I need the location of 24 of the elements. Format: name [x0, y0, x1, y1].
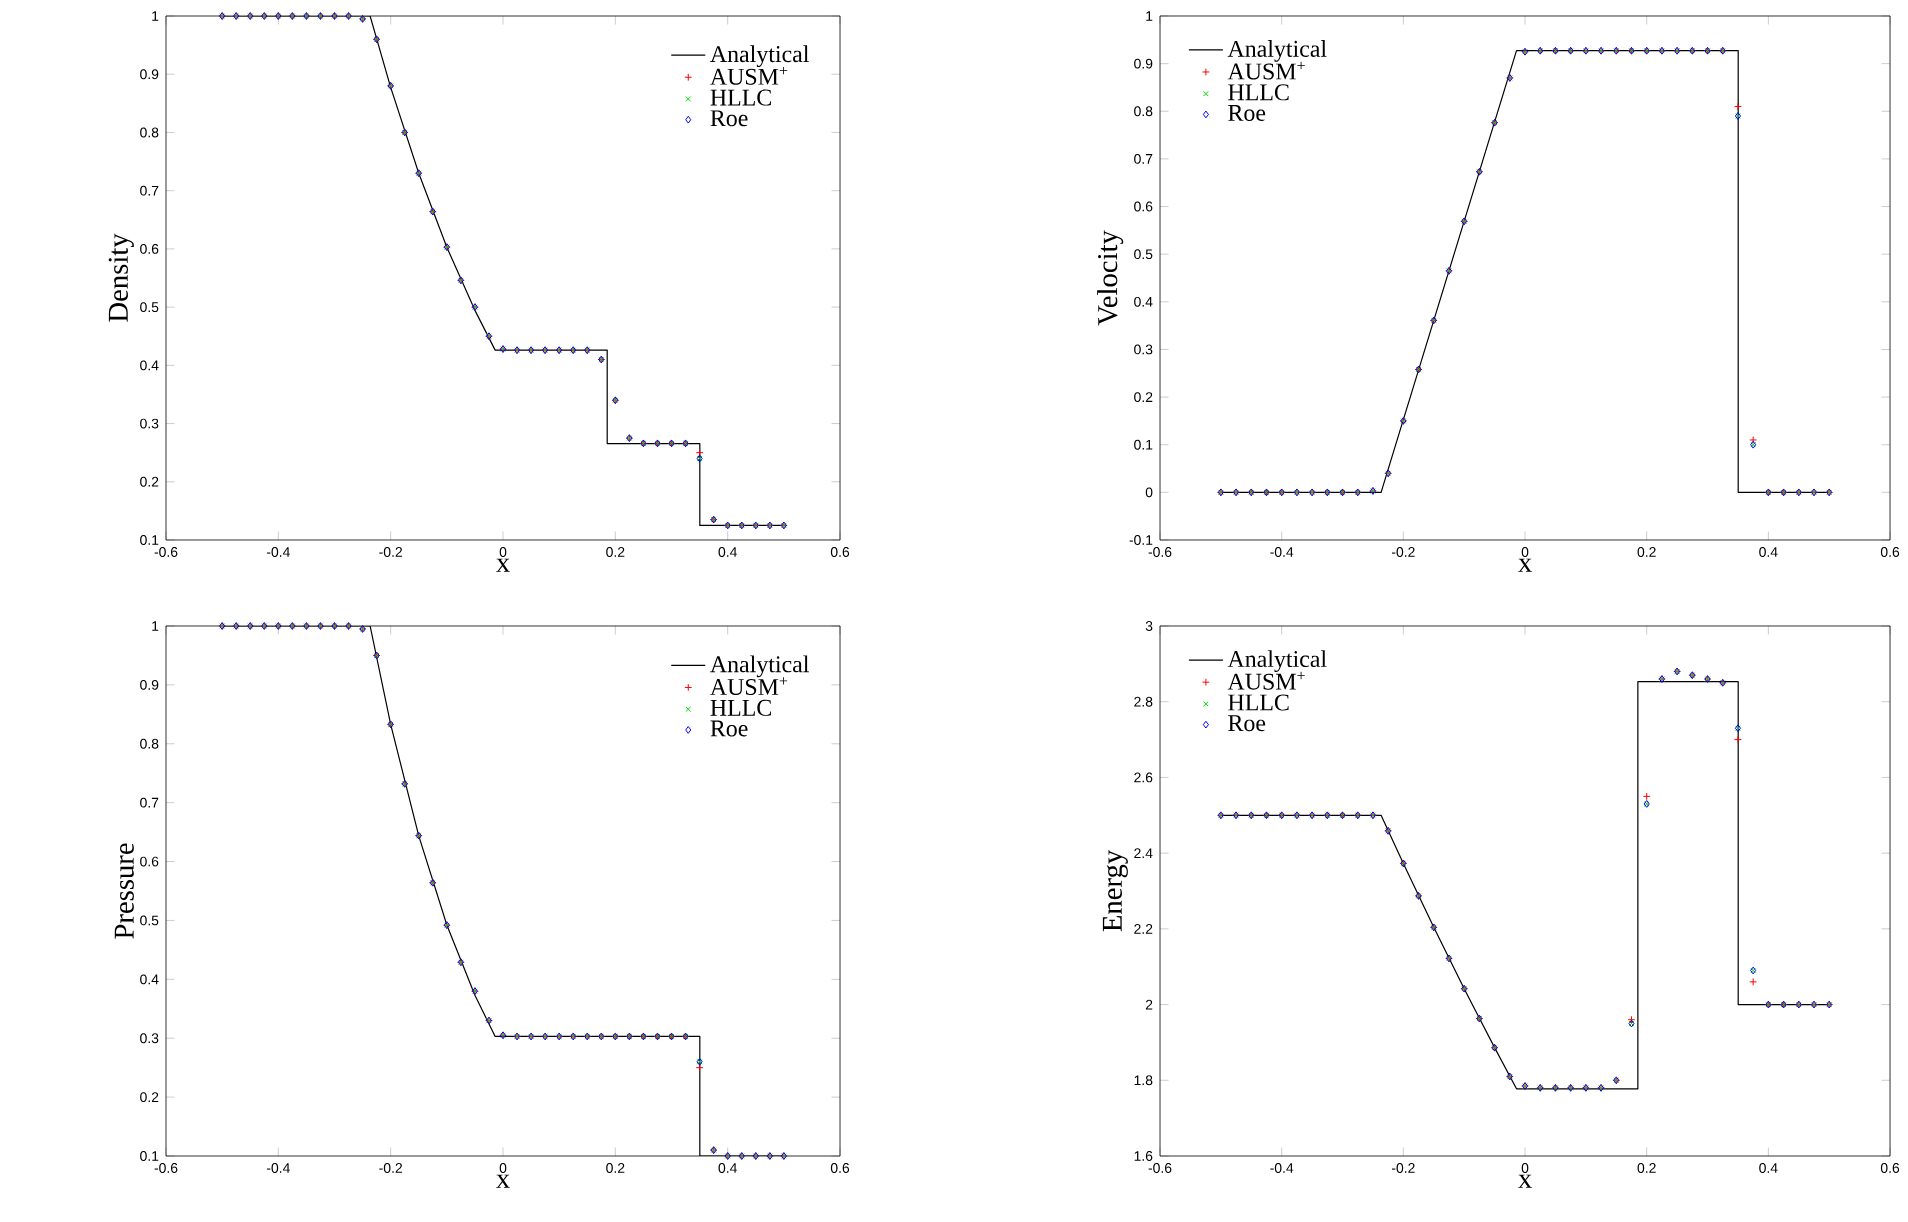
legend-label: AUSM$^{+}$	[710, 677, 788, 696]
x-axis-title: x	[1518, 558, 1532, 572]
legend-label: HLLC	[1228, 694, 1289, 711]
legend-label: Roe	[710, 110, 748, 127]
y-axis-title: Energy	[1102, 849, 1128, 932]
x-axis-title: x	[1518, 1174, 1532, 1188]
legend-label: Roe	[710, 720, 748, 737]
y-axis-title: Velocity	[1097, 230, 1124, 326]
legend-label: HLLC	[710, 699, 771, 716]
y-axis-title: Density	[108, 233, 134, 322]
legend-label: HLLC	[1228, 84, 1289, 101]
legend-label: Analytical	[1227, 650, 1327, 673]
legend-label: Analytical	[710, 45, 809, 68]
legend-label: HLLC	[710, 89, 771, 106]
y-axis-title: Pressure	[114, 843, 134, 939]
x-axis-title: x	[496, 1174, 510, 1188]
legend-label: Roe	[1228, 715, 1266, 732]
x-axis-title: x	[496, 558, 510, 572]
legend-label: Analytical	[1227, 40, 1327, 62]
legend-label: Analytical	[710, 655, 809, 678]
legend-label: AUSM$^{+}$	[1227, 61, 1305, 80]
legend-label: AUSM$^{+}$	[710, 66, 788, 85]
legend-label: Roe	[1228, 105, 1266, 121]
legend-label: AUSM$^{+}$	[1227, 671, 1305, 690]
